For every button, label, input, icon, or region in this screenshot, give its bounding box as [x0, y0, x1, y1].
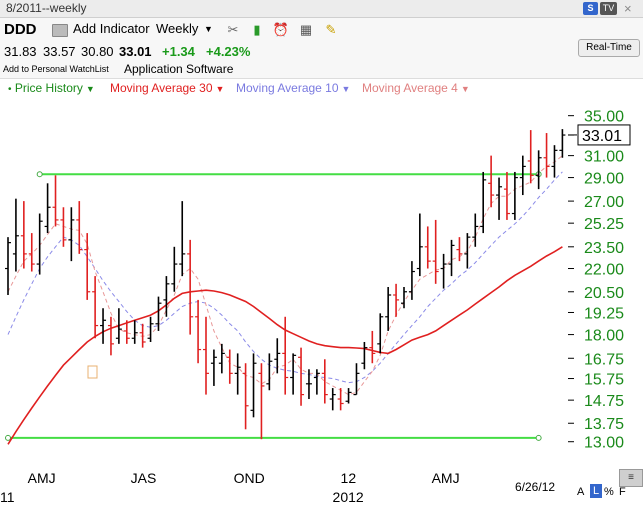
- auto-scale-button[interactable]: A: [577, 486, 585, 498]
- y-tick-label: 35.00: [584, 109, 624, 126]
- y-tick-label: 29.00: [584, 171, 624, 188]
- x-tick-label: OND: [234, 470, 265, 486]
- chevron-down-icon[interactable]: ▼: [204, 24, 213, 34]
- event-marker-icon: [87, 365, 98, 379]
- log-scale-button[interactable]: L: [590, 484, 602, 498]
- chart-window-title: 8/2011--weekly: [6, 1, 87, 15]
- y-tick-label: 13.00: [584, 435, 624, 452]
- chevron-down-icon[interactable]: ▼: [215, 84, 225, 94]
- y-tick-label: 19.25: [584, 305, 624, 322]
- y-tick-label: 27.00: [584, 194, 624, 211]
- fit-button[interactable]: F: [619, 486, 626, 498]
- high-value: 33.57: [43, 44, 76, 59]
- last-date-label: 6/26/12: [515, 480, 556, 494]
- legend-label: Moving Average 10: [236, 81, 339, 95]
- support-handle: [535, 434, 542, 441]
- menu-icon[interactable]: ≡: [619, 469, 643, 487]
- grid-icon[interactable]: ▦: [299, 22, 313, 37]
- legend-ma30[interactable]: Moving Average 30 ▼: [110, 81, 224, 95]
- price-chart[interactable]: 35.0033.0031.0029.0027.0025.2523.5022.00…: [0, 97, 643, 510]
- last-price-box: [577, 124, 631, 146]
- support-handle: [5, 434, 11, 441]
- x-tick-label: AMJ: [28, 470, 56, 486]
- y-tick-label: 25.25: [584, 216, 624, 233]
- realtime-button[interactable]: Real-Time: [578, 39, 640, 57]
- legend-ma10[interactable]: Moving Average 10 ▼: [236, 81, 350, 95]
- low-value: 30.80: [81, 44, 114, 59]
- x-tick-label: 12: [341, 470, 357, 486]
- bar-chart-icon[interactable]: ▮: [253, 22, 261, 37]
- resistance-handle: [36, 171, 43, 178]
- y-tick-label: 14.75: [584, 393, 624, 410]
- y-tick-label: 31.00: [584, 149, 624, 166]
- open-value: 31.83: [4, 44, 37, 59]
- last-price-label: 33.01: [582, 128, 622, 145]
- ma10-line: [7, 171, 563, 384]
- tools-icon[interactable]: ✂: [227, 22, 239, 37]
- chevron-down-icon[interactable]: ▼: [341, 84, 351, 94]
- legend-label: Moving Average 4: [362, 81, 458, 95]
- x-tick-label: JAS: [131, 470, 157, 486]
- y-tick-label: 20.50: [584, 285, 624, 302]
- note-icon[interactable]: ✎: [325, 22, 337, 37]
- x-tick-label: 2012: [333, 489, 364, 505]
- add-to-watchlist-link[interactable]: Add to Personal WatchList: [3, 64, 109, 74]
- chevron-down-icon[interactable]: ▼: [460, 84, 470, 94]
- alarm-icon[interactable]: ⏰: [272, 22, 290, 37]
- industry-label: Application Software: [124, 62, 234, 76]
- symbol-input[interactable]: DDD: [4, 21, 37, 38]
- percent-scale-button[interactable]: %: [604, 486, 614, 498]
- toolbar: DDD Add Indicator Weekly ▼ ✂ ▮ ⏰ ▦ ✎ 31.…: [0, 18, 643, 79]
- add-indicator-button[interactable]: Add Indicator: [73, 21, 150, 36]
- y-tick-label: 13.75: [584, 416, 624, 433]
- close-icon[interactable]: ×: [624, 1, 632, 16]
- tv-button[interactable]: TV: [600, 2, 617, 15]
- chevron-down-icon[interactable]: ▼: [85, 84, 95, 94]
- y-tick-label: 16.75: [584, 351, 624, 368]
- legend-label: Price History: [14, 81, 83, 95]
- y-tick-label: 23.50: [584, 240, 624, 257]
- indicator-legend: • Price History ▼ Moving Average 30 ▼ Movi…: [0, 79, 643, 97]
- change-value: +1.34: [162, 44, 195, 59]
- s-button[interactable]: S: [583, 2, 598, 15]
- dot-icon: •: [8, 84, 12, 95]
- legend-price-history[interactable]: • Price History ▼: [8, 81, 95, 95]
- change-percent: +4.23%: [206, 44, 251, 59]
- y-tick-label: 18.00: [584, 328, 624, 345]
- y-tick-label: 22.00: [584, 262, 624, 279]
- legend-label: Moving Average 30: [110, 81, 213, 95]
- period-select[interactable]: Weekly: [156, 21, 199, 36]
- legend-ma4[interactable]: Moving Average 4 ▼: [362, 81, 470, 95]
- y-tick-label: 15.75: [584, 372, 624, 389]
- x-tick-label: AMJ: [432, 470, 460, 486]
- title-bar: 8/2011--weekly S TV ×: [0, 0, 643, 18]
- print-icon[interactable]: [52, 24, 68, 37]
- close-value: 33.01: [119, 44, 152, 59]
- x-tick-label: 11: [0, 489, 15, 505]
